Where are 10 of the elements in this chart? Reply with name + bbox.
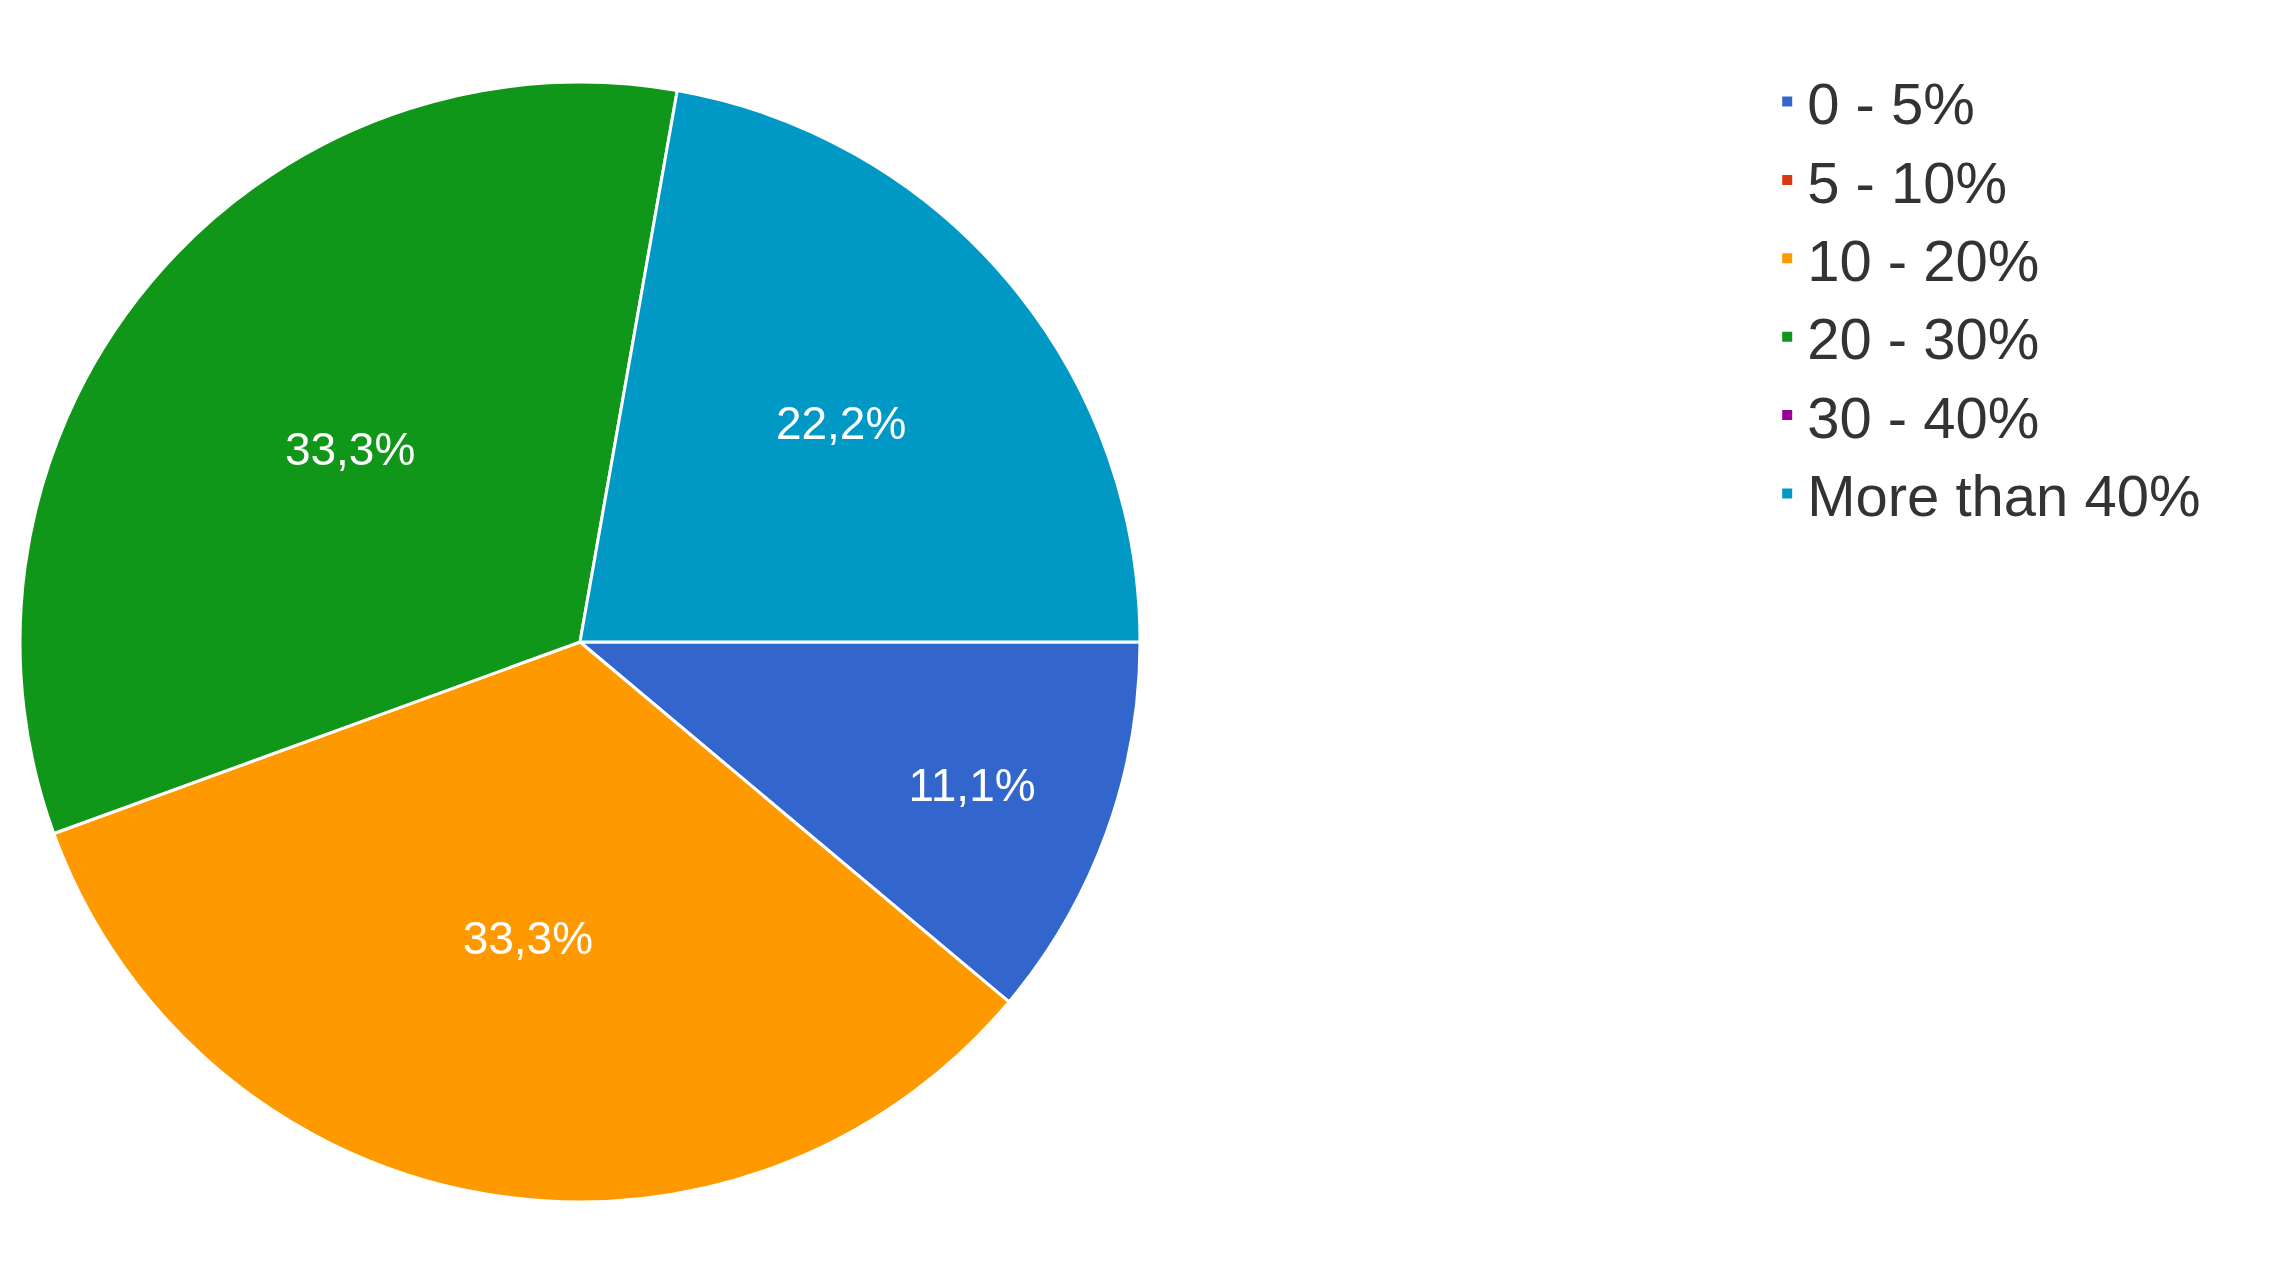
legend-label: 10 - 20% [1807, 227, 2040, 293]
legend-label: 5 - 10% [1807, 149, 2008, 215]
data-label: 22,2% [775, 396, 907, 449]
data-label: 33,3% [462, 911, 594, 964]
legend-label: 20 - 30% [1807, 306, 2040, 372]
legend-label: More than 40% [1807, 463, 2201, 529]
data-label: 33,3% [284, 423, 416, 476]
legend-label: 30 - 40% [1807, 384, 2040, 450]
data-label: 11,1% [908, 758, 1036, 811]
legend-label: 0 - 5% [1807, 71, 1975, 137]
